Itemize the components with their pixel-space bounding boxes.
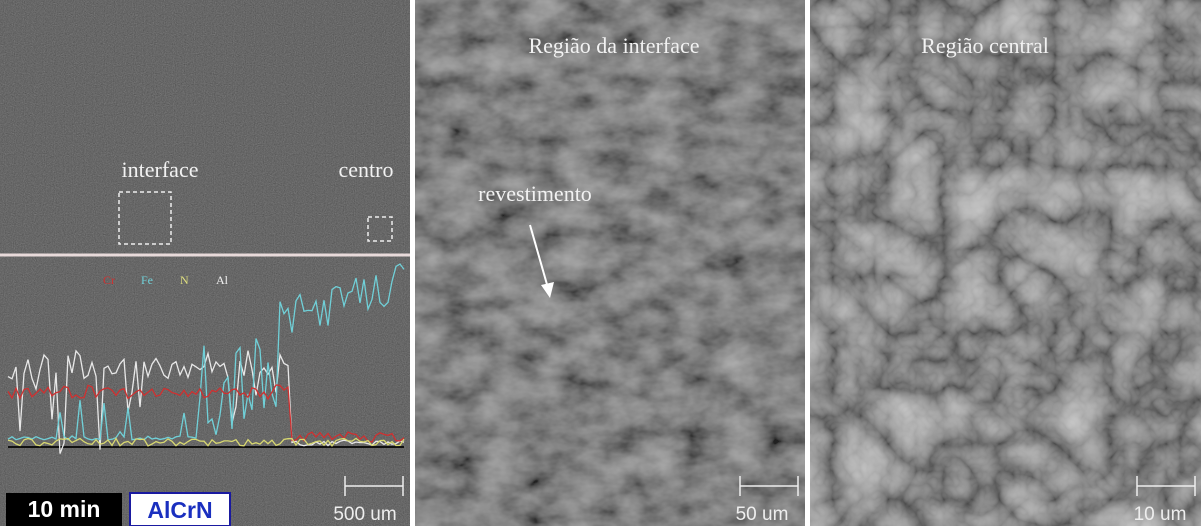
annotation: revestimento [478,181,592,206]
panel-title: Região central [921,33,1049,58]
panel-interface: Região da interface revestimento 50 um [415,0,805,526]
legend-entry: Cr [103,273,115,287]
legend-entry: Al [216,273,229,287]
scale-label: 50 um [736,504,789,525]
coating-label: AlCrN [147,497,212,523]
panel-center: Região central 10 um [810,0,1201,526]
legend-entry: Fe [141,273,153,287]
scale-label: 10 um [1134,504,1187,525]
legend-entry: N [180,273,189,287]
panel-title: Região da interface [528,33,699,58]
shade [415,0,805,526]
time-label: 10 min [28,496,101,522]
region-label: interface [122,157,199,182]
figure: interface centro Cr Fe N Al 10 min AlCrN… [0,0,1201,526]
scale-label: 500 um [333,504,396,525]
panel-macro: interface centro Cr Fe N Al 10 min AlCrN… [0,0,410,526]
shade [810,0,1201,526]
region-label: centro [339,157,394,182]
